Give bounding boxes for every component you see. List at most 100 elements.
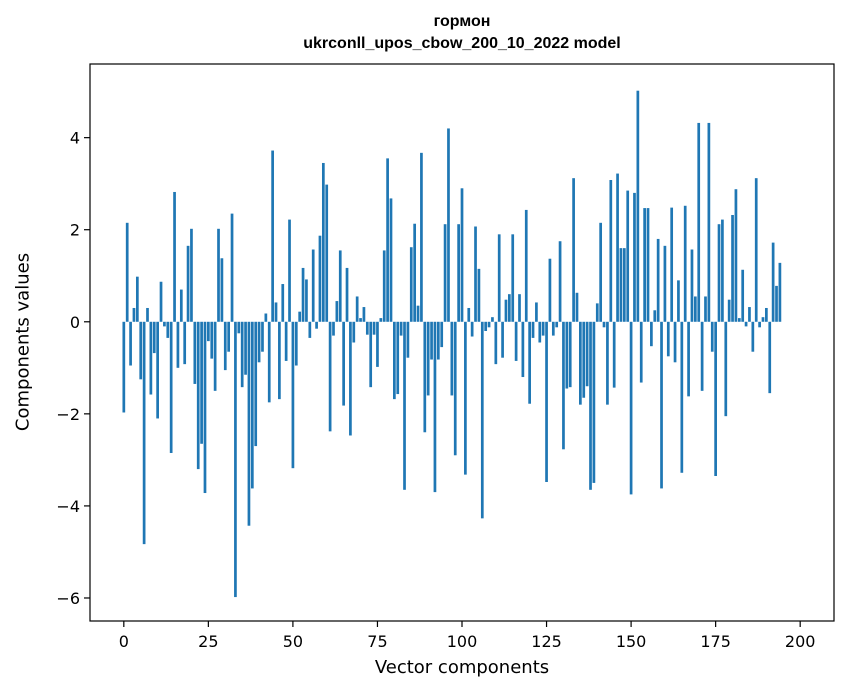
bar-157 — [653, 310, 657, 322]
bar-42 — [264, 313, 268, 322]
axes-frame — [89, 63, 835, 622]
bar-25 — [207, 321, 210, 342]
bar-141 — [599, 222, 603, 322]
bar-15 — [173, 191, 176, 322]
x-tick-label: 0 — [119, 632, 129, 651]
bar-148 — [622, 248, 626, 322]
bar-149 — [626, 190, 630, 322]
x-tick-label: 125 — [531, 632, 562, 651]
bar-160 — [663, 245, 667, 322]
bar-111 — [497, 234, 501, 322]
bar-96 — [447, 128, 450, 322]
bar-171 — [700, 321, 704, 391]
bar-80 — [393, 321, 396, 400]
bar-65 — [342, 321, 345, 406]
bar-152 — [636, 90, 640, 322]
bar-163 — [673, 321, 677, 363]
chart-subtitle: ukrconll_upos_cbow_200_10_2022 model — [303, 35, 621, 52]
bar-90 — [426, 321, 430, 396]
bar-52 — [298, 311, 302, 322]
x-tick-label: 100 — [447, 632, 478, 651]
bar-155 — [646, 208, 650, 322]
x-axis-label: Vector components — [374, 657, 550, 678]
bar-37 — [247, 321, 251, 526]
bar-61 — [328, 321, 332, 432]
bar-109 — [491, 317, 494, 322]
bar-7 — [146, 307, 149, 322]
bar-54 — [305, 279, 308, 322]
bar-170 — [697, 122, 701, 322]
bar-53 — [301, 267, 305, 322]
bar-group — [122, 90, 782, 598]
bar-70 — [359, 318, 362, 322]
bar-24 — [203, 321, 207, 494]
bar-33 — [234, 321, 237, 598]
bar-67 — [349, 321, 352, 436]
bar-60 — [325, 184, 329, 322]
bar-9 — [152, 321, 156, 354]
bar-2 — [129, 321, 132, 366]
bar-14 — [169, 321, 173, 453]
bar-165 — [680, 321, 684, 473]
bar-89 — [423, 321, 427, 433]
bar-55 — [308, 321, 312, 338]
x-tick-label: 75 — [367, 632, 387, 651]
bar-16 — [176, 321, 180, 368]
bar-135 — [579, 321, 582, 405]
bar-94 — [440, 321, 444, 348]
bar-58 — [318, 235, 322, 322]
bar-56 — [311, 249, 315, 322]
bar-100 — [460, 188, 464, 322]
bar-102 — [467, 307, 471, 322]
chart-title: гормон — [433, 13, 491, 30]
bar-172 — [704, 296, 707, 322]
bar-174 — [710, 321, 714, 352]
bar-190 — [765, 307, 768, 322]
bar-119 — [524, 209, 528, 322]
bar-106 — [480, 321, 484, 519]
bar-35 — [240, 321, 244, 388]
bar-22 — [196, 321, 200, 470]
bar-129 — [558, 241, 562, 322]
bar-126 — [548, 258, 552, 322]
bar-168 — [690, 249, 694, 322]
bar-159 — [660, 321, 663, 489]
x-tick-label: 200 — [785, 632, 816, 651]
bar-73 — [369, 321, 373, 388]
bar-57 — [315, 321, 318, 329]
bar-188 — [758, 321, 761, 328]
bar-30 — [223, 321, 227, 371]
bar-186 — [751, 321, 755, 352]
bar-110 — [494, 321, 498, 365]
bar-194 — [778, 262, 782, 322]
y-axis-ticks: −6 −4 −2 0 2 4 — [56, 129, 90, 608]
bar-137 — [585, 321, 589, 387]
bar-107 — [484, 321, 488, 331]
bar-179 — [727, 299, 731, 322]
bar-114 — [507, 294, 511, 322]
bar-88 — [420, 152, 423, 322]
bar-10 — [156, 321, 159, 419]
bar-156 — [650, 321, 653, 347]
bar-131 — [565, 321, 569, 389]
bar-176 — [717, 224, 721, 322]
bar-38 — [250, 321, 254, 489]
bar-180 — [731, 214, 734, 322]
bar-93 — [436, 321, 440, 360]
y-axis-label-text: Components values — [12, 252, 34, 432]
bar-31 — [227, 321, 231, 352]
bar-83 — [403, 321, 406, 490]
bar-59 — [321, 162, 325, 322]
bar-23 — [200, 321, 203, 444]
bar-97 — [450, 321, 454, 396]
y-tick-label: −2 — [56, 405, 80, 424]
bar-32 — [230, 213, 234, 322]
bar-169 — [693, 296, 697, 322]
bar-48 — [284, 321, 288, 361]
bar-6 — [142, 321, 146, 545]
bar-124 — [541, 321, 545, 336]
bar-138 — [589, 321, 592, 490]
bar-177 — [721, 219, 724, 322]
bar-144 — [609, 180, 613, 322]
